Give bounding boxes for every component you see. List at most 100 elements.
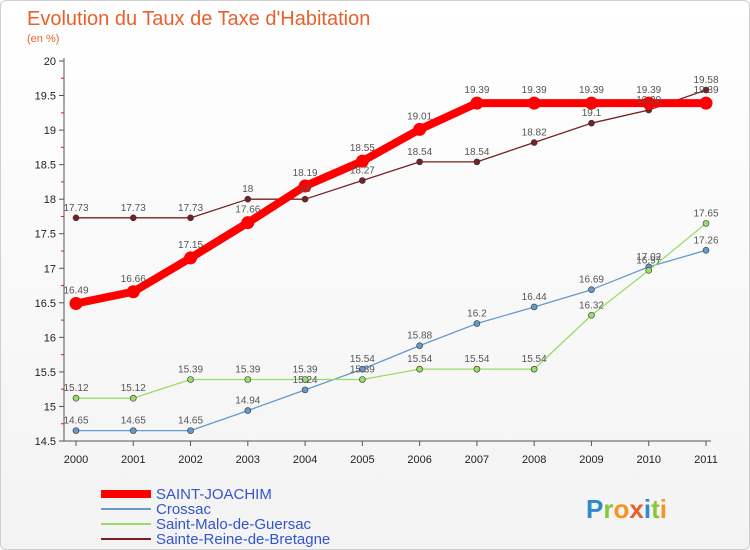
x-tick-label: 2006 xyxy=(407,454,431,466)
y-tick-label: 15.5 xyxy=(35,367,56,379)
data-point xyxy=(416,365,423,373)
data-point xyxy=(416,342,423,349)
data-point xyxy=(187,376,194,383)
data-point xyxy=(527,96,541,110)
data-label: 18.19 xyxy=(293,168,318,179)
x-tick-label: 2009 xyxy=(579,454,603,466)
data-point xyxy=(473,158,481,166)
data-label: 19.39 xyxy=(579,85,604,96)
series-line xyxy=(76,249,707,432)
data-point xyxy=(301,376,309,383)
data-label: 15.39 xyxy=(350,365,375,376)
logo-text: Proxiti xyxy=(586,494,667,524)
chart-subtitle: (en %) xyxy=(27,33,59,45)
x-tick-label: 2011 xyxy=(694,454,718,466)
data-point xyxy=(470,96,484,110)
data-label: 15.39 xyxy=(178,365,203,376)
data-label: 15.54 xyxy=(522,354,547,365)
data-point xyxy=(72,427,80,434)
data-label: 15.12 xyxy=(121,383,146,394)
data-label: 19.39 xyxy=(464,85,489,96)
data-label: 19.01 xyxy=(407,111,432,122)
legend-item: Sainte-Reine-de-Bretagne xyxy=(101,531,330,548)
y-tick-label: 19.5 xyxy=(35,91,56,103)
data-point xyxy=(530,365,538,373)
x-tick-label: 2004 xyxy=(293,454,317,466)
x-tick-label: 2000 xyxy=(64,454,88,466)
data-label: 19.39 xyxy=(522,85,547,96)
legend: SAINT-JOACHIMCrossacSaint-Malo-de-Guersa… xyxy=(101,486,330,548)
data-point xyxy=(129,214,137,222)
data-point xyxy=(184,251,198,265)
data-label: 19.39 xyxy=(636,85,661,96)
data-label: 18.54 xyxy=(407,147,432,158)
y-tick-label: 20 xyxy=(44,56,56,68)
data-label: 14.65 xyxy=(178,416,203,427)
data-label: 15.12 xyxy=(63,383,88,394)
data-label: 17.26 xyxy=(693,235,718,246)
data-point xyxy=(359,177,366,184)
data-label: 19.29 xyxy=(636,95,661,106)
data-point xyxy=(129,394,137,402)
data-label: 14.65 xyxy=(121,416,146,427)
data-point xyxy=(530,139,538,146)
x-tick-label: 2003 xyxy=(236,454,260,466)
x-tick-label: 2001 xyxy=(121,454,145,466)
data-point xyxy=(588,286,595,293)
data-label: 14.94 xyxy=(235,396,260,407)
y-tick-label: 17 xyxy=(44,263,56,275)
data-label: 16.2 xyxy=(467,309,487,320)
data-point xyxy=(702,247,710,254)
data-point xyxy=(126,285,140,299)
y-tick-label: 18 xyxy=(44,194,56,206)
series-saint-joachim xyxy=(69,96,713,311)
legend-item: SAINT-JOACHIM xyxy=(101,486,272,503)
data-label: 16.32 xyxy=(579,300,604,311)
data-point xyxy=(241,216,255,230)
legend-item: Crossac xyxy=(101,501,212,518)
data-labels-layer: 17.73 17.73 17.73 18 18 18.27 18.54 18.54 18.82 1… xyxy=(63,75,718,427)
data-point xyxy=(244,195,252,203)
data-label: 15.88 xyxy=(407,331,432,342)
data-point xyxy=(359,376,366,383)
series-layer xyxy=(69,86,713,434)
data-point xyxy=(244,376,252,383)
y-tick-label: 18.5 xyxy=(35,160,56,172)
data-point xyxy=(355,154,369,168)
data-label: 19.58 xyxy=(693,75,718,86)
data-label: 16.49 xyxy=(63,286,88,297)
data-label: 17.65 xyxy=(693,208,718,219)
data-label: 16.66 xyxy=(121,274,146,285)
legend-label: SAINT-JOACHIM xyxy=(156,486,272,503)
y-tick-label: 16.5 xyxy=(35,298,56,310)
data-point xyxy=(72,214,80,222)
legend-label: Crossac xyxy=(156,501,212,518)
x-tick-label: 2007 xyxy=(465,454,489,466)
data-point xyxy=(699,96,713,110)
y-tick-label: 17.5 xyxy=(35,229,56,241)
data-label: 15.39 xyxy=(235,365,260,376)
data-point xyxy=(129,427,137,434)
x-tick-label: 2010 xyxy=(636,454,660,466)
data-point xyxy=(244,407,252,414)
data-label: 14.65 xyxy=(63,416,88,427)
data-point xyxy=(702,220,710,227)
data-point xyxy=(473,320,481,327)
data-point xyxy=(69,297,83,311)
data-label: 18.82 xyxy=(522,128,547,139)
data-label: 15.39 xyxy=(293,365,318,376)
data-label: 15.54 xyxy=(464,354,489,365)
y-tick-label: 16 xyxy=(44,332,56,344)
y-tick-label: 19 xyxy=(44,125,56,137)
series-line xyxy=(76,222,707,399)
data-label: 15.54 xyxy=(350,354,375,365)
data-point xyxy=(416,158,423,166)
data-point xyxy=(187,427,194,434)
y-tick-label: 15 xyxy=(44,401,56,413)
series-sainte-reine-de-bretagne xyxy=(72,86,710,222)
data-label: 18 xyxy=(242,184,254,195)
data-label: 18.27 xyxy=(350,166,375,177)
data-point xyxy=(584,96,598,110)
